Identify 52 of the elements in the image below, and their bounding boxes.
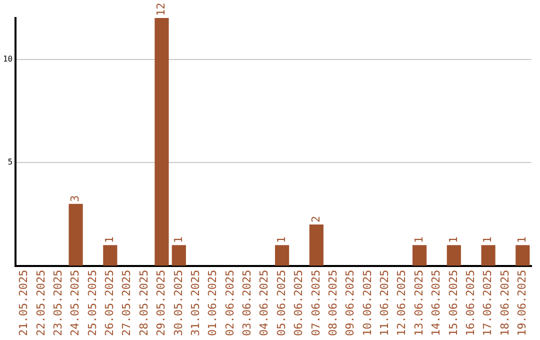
x-tick-label: 06.06.2025 [292, 270, 306, 336]
data-label: 1 [172, 236, 185, 244]
data-label: 2 [309, 216, 322, 222]
data-label: 3 [68, 195, 82, 202]
x-tick-label: 11.06.2025 [378, 270, 392, 336]
x-tick-label: 19.06.2025 [516, 270, 529, 336]
x-tick-label: 21.05.2025 [17, 270, 30, 336]
x-tick-label: 08.06.2025 [326, 270, 340, 336]
x-tick-label: 23.05.2025 [51, 270, 64, 336]
bar [274, 245, 290, 266]
x-tick-label: 03.06.2025 [240, 270, 254, 336]
x-tick-label: 22.05.2025 [34, 270, 48, 336]
x-tick-label: 02.06.2025 [223, 270, 236, 336]
y-tick-label: 5 [8, 158, 13, 167]
bar [68, 204, 83, 266]
bar [412, 245, 427, 266]
bar [309, 224, 324, 266]
x-tick-label: 09.06.2025 [344, 270, 357, 336]
x-tick-label: 01.06.2025 [206, 270, 220, 336]
bar [446, 245, 461, 266]
x-tick-label: 14.06.2025 [430, 270, 443, 336]
data-label: 1 [481, 236, 494, 244]
bar [481, 245, 496, 266]
y-tick-label: 10 [2, 54, 13, 64]
x-tick-label: 05.06.2025 [274, 270, 288, 336]
x-tick-label: 17.06.2025 [481, 270, 494, 336]
bar [103, 245, 118, 266]
x-tick-label: 10.06.2025 [360, 270, 374, 336]
x-tick-label: 28.05.2025 [137, 270, 150, 336]
bar [154, 18, 169, 266]
x-tick-label: 15.06.2025 [446, 270, 460, 336]
x-tick-label: 16.06.2025 [464, 270, 477, 336]
x-tick-label: 25.05.2025 [86, 270, 99, 336]
data-label: 12 [154, 2, 168, 16]
x-tick-label: 27.05.2025 [120, 270, 134, 336]
x-tick-label: 29.05.2025 [154, 270, 168, 336]
x-tick-label: 24.05.2025 [68, 270, 82, 336]
x-tick-label: 30.05.2025 [172, 270, 185, 336]
data-label: 1 [412, 236, 426, 244]
x-tick-label: 07.06.2025 [309, 270, 322, 336]
data-label: 1 [446, 236, 460, 244]
data-label: 1 [274, 236, 288, 244]
x-tick-label: 04.06.2025 [258, 270, 271, 336]
x-tick-label: 31.05.2025 [188, 270, 202, 336]
bar [172, 245, 186, 266]
x-tick-label: 13.06.2025 [412, 270, 426, 336]
x-tick-label: 18.06.2025 [498, 270, 512, 336]
x-tick-label: 26.05.2025 [103, 270, 116, 336]
data-label: 1 [103, 236, 116, 244]
bar [516, 245, 530, 266]
data-label: 1 [516, 236, 529, 244]
x-tick-label: 12.06.2025 [395, 270, 408, 336]
